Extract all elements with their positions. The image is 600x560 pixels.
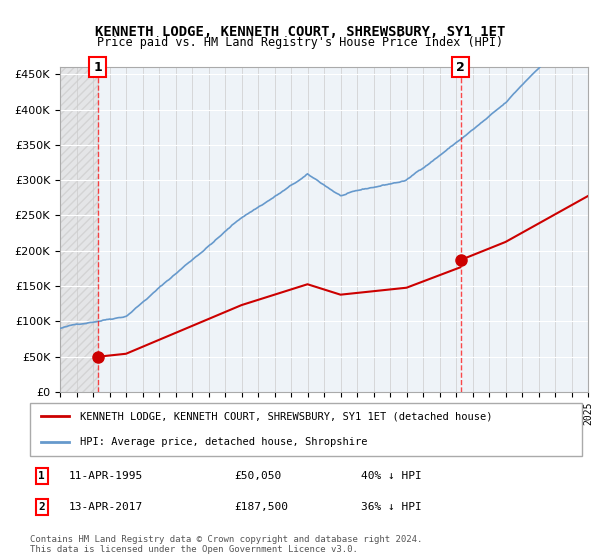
Text: 2: 2 [38, 502, 45, 512]
Text: Price paid vs. HM Land Registry's House Price Index (HPI): Price paid vs. HM Land Registry's House … [97, 36, 503, 49]
Bar [60, 67, 98, 392]
Text: HPI: Average price, detached house, Shropshire: HPI: Average price, detached house, Shro… [80, 436, 367, 446]
Text: 11-APR-1995: 11-APR-1995 [68, 471, 143, 481]
Text: 2: 2 [456, 60, 465, 74]
Text: 1: 1 [38, 471, 45, 481]
Text: 36% ↓ HPI: 36% ↓ HPI [361, 502, 422, 512]
Text: 13-APR-2017: 13-APR-2017 [68, 502, 143, 512]
Text: KENNETH LODGE, KENNETH COURT, SHREWSBURY, SY1 1ET: KENNETH LODGE, KENNETH COURT, SHREWSBURY… [95, 25, 505, 39]
Text: KENNETH LODGE, KENNETH COURT, SHREWSBURY, SY1 1ET (detached house): KENNETH LODGE, KENNETH COURT, SHREWSBURY… [80, 412, 492, 422]
Text: Contains HM Land Registry data © Crown copyright and database right 2024.
This d: Contains HM Land Registry data © Crown c… [30, 535, 422, 554]
Text: £50,050: £50,050 [234, 471, 281, 481]
FancyBboxPatch shape [30, 403, 582, 456]
Text: 1: 1 [93, 60, 102, 74]
Text: £187,500: £187,500 [234, 502, 288, 512]
Text: 40% ↓ HPI: 40% ↓ HPI [361, 471, 422, 481]
